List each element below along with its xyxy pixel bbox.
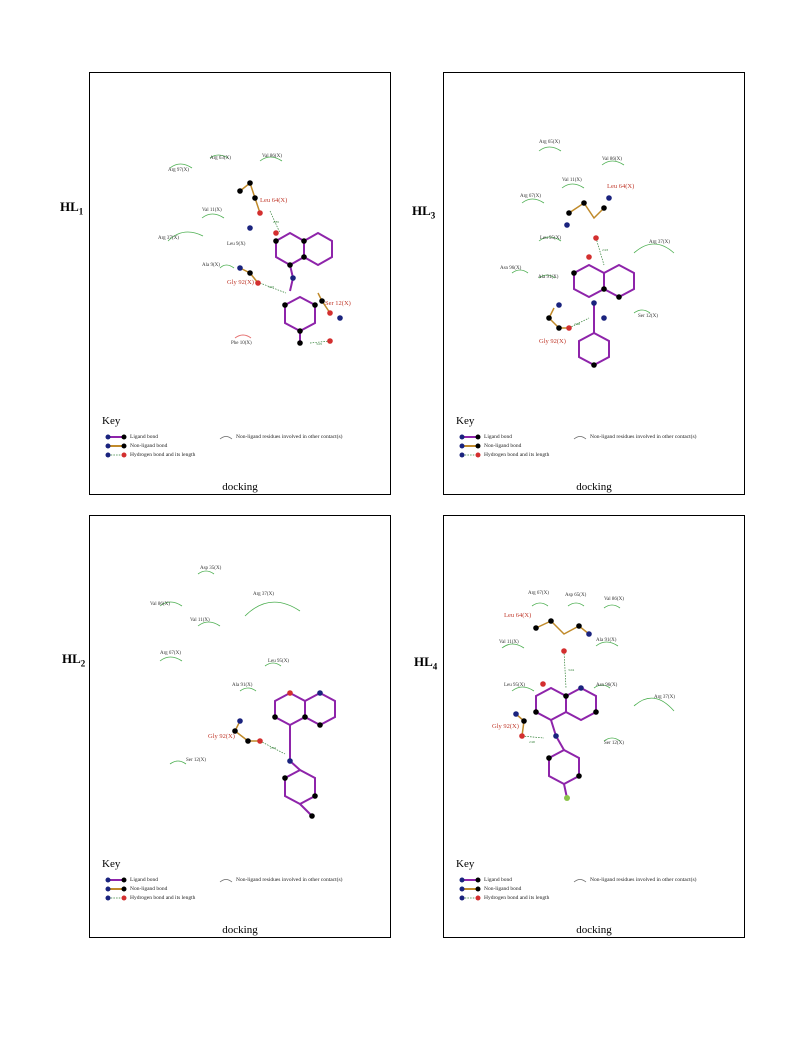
residue-label: Ala 91(X) <box>596 638 617 643</box>
residue-label: Ala 91(X) <box>232 683 253 688</box>
key-ligand-bond: Ligand bond <box>484 434 512 440</box>
interaction-diagram-hl3: Arg 65(X) Val 86(X) Val 11(X) Arg 67(X) … <box>500 140 675 368</box>
hbond-length: 2.92 <box>270 746 276 750</box>
residue-label-hbond: Gly 92(X) <box>227 279 254 286</box>
residue-label: Phe 10(X) <box>231 341 252 346</box>
key-hydrophobic: Non-ligand residues involved in other co… <box>236 877 343 883</box>
panel-footer: docking <box>576 481 612 493</box>
residue-label: Val 86(X) <box>262 154 282 159</box>
residue-label: Ala 9(X) <box>202 263 220 268</box>
residue-label: Ser 12(X) <box>604 741 624 746</box>
residue-label-hbond: Leu 64(X) <box>260 197 287 204</box>
residue-label: Arg 37(X) <box>649 240 670 245</box>
hbond-length: 3.04 <box>568 668 574 672</box>
residue-label-hbond: Gly 92(X) <box>492 723 519 730</box>
interaction-diagram-hl4: Arg 67(X) Asp 65(X) Val 86(X) Val 11(X) … <box>492 591 675 801</box>
key-nonligand-bond: Non-ligand bond <box>130 443 168 449</box>
hbond-length: 2.90 <box>529 740 535 744</box>
residue-label-hbond: Ser 12(X) <box>325 300 351 307</box>
residue-label: Val 11(X) <box>562 178 582 183</box>
residue-label: Arg 67(X) <box>160 651 181 656</box>
residue-label: Leu 95(X) <box>540 236 561 241</box>
key-legend-hl3 <box>459 434 587 458</box>
key-title: Key <box>456 858 475 870</box>
label-hl2: HL2 <box>62 651 86 669</box>
key-hydrophobic: Non-ligand residues involved in other co… <box>236 434 343 440</box>
residue-label: Ser 12(X) <box>186 758 206 763</box>
residue-label: Arg 67(X) <box>528 591 549 596</box>
key-nonligand-bond: Non-ligand bond <box>484 886 522 892</box>
residue-label: Asp 65(X) <box>565 593 587 598</box>
residue-label: Ala 91(X) <box>538 275 559 280</box>
hbond-length: 2.85 <box>273 220 279 224</box>
residue-label: Arg 65(X) <box>539 140 560 145</box>
docking-panel-hl3: Arg 65(X) Val 86(X) Val 11(X) Arg 67(X) … <box>443 72 745 495</box>
hbond-length: 2.93 <box>602 248 608 252</box>
residue-label: Val 11(X) <box>190 618 210 623</box>
residue-label: Leu 95(X) <box>268 659 289 664</box>
key-hbond: Hydrogen bond and its length <box>130 452 196 458</box>
residue-label: Arg 37(X) <box>253 592 274 597</box>
label-hl1: HL1 <box>60 199 84 217</box>
key-legend-hl1 <box>105 434 233 458</box>
residue-label-hbond: Leu 64(X) <box>607 183 634 190</box>
key-hbond: Hydrogen bond and its length <box>130 895 196 901</box>
key-hbond: Hydrogen bond and its length <box>484 895 550 901</box>
docking-panel-hl4: Arg 67(X) Asp 65(X) Val 86(X) Val 11(X) … <box>443 515 745 938</box>
residue-label-hbond: Leu 64(X) <box>504 612 531 619</box>
docking-panel-hl2: Asp 35(X) Val 86(X) Arg 37(X) Val 11(X) … <box>89 515 391 938</box>
residue-label: Val 86(X) <box>150 602 170 607</box>
residue-label: Val 11(X) <box>499 640 519 645</box>
key-hydrophobic: Non-ligand residues involved in other co… <box>590 877 697 883</box>
key-nonligand-bond: Non-ligand bond <box>130 886 168 892</box>
hbond-length: 3.05 <box>316 342 322 346</box>
residue-label: Val 86(X) <box>604 597 624 602</box>
key-title: Key <box>102 415 121 427</box>
panel-footer: docking <box>222 481 258 493</box>
residue-label: Asp 35(X) <box>200 566 222 571</box>
residue-label: Val 86(X) <box>602 157 622 162</box>
key-legend-hl2 <box>105 877 233 901</box>
residue-label: Arg 67(X) <box>520 194 541 199</box>
key-nonligand-bond: Non-ligand bond <box>484 443 522 449</box>
label-hl4: HL4 <box>414 654 438 672</box>
residue-label: Arg 97(X) <box>168 168 189 173</box>
key-title: Key <box>102 858 121 870</box>
residue-label: Leu 9(X) <box>227 242 246 247</box>
residue-label: Arg 37(X) <box>654 695 675 700</box>
docking-panel-hl1: Arg 97(X) Arg 63(X) Val 86(X) Val 11(X) … <box>89 72 391 495</box>
residue-label: Asn 96(X) <box>500 266 522 271</box>
key-ligand-bond: Ligand bond <box>130 877 158 883</box>
key-title: Key <box>456 415 475 427</box>
key-legend-hl4 <box>459 877 587 901</box>
key-ligand-bond: Ligand bond <box>130 434 158 440</box>
interaction-diagram-hl2: Asp 35(X) Val 86(X) Arg 37(X) Val 11(X) … <box>150 566 336 819</box>
residue-label: Arg 63(X) <box>210 156 231 161</box>
label-hl3: HL3 <box>412 203 436 221</box>
interaction-diagram-hl1: Arg 97(X) Arg 63(X) Val 86(X) Val 11(X) … <box>158 154 351 346</box>
hbond-length: 3.07 <box>268 285 274 289</box>
key-hbond: Hydrogen bond and its length <box>484 452 550 458</box>
hbond-length: 2.96 <box>574 322 580 326</box>
panel-footer: docking <box>222 924 258 936</box>
residue-label: Ser 12(X) <box>638 314 658 319</box>
residue-label-hbond: Gly 92(X) <box>539 338 566 345</box>
residue-label: Val 11(X) <box>202 208 222 213</box>
residue-label: Asn 96(X) <box>596 683 618 688</box>
key-ligand-bond: Ligand bond <box>484 877 512 883</box>
panel-footer: docking <box>576 924 612 936</box>
residue-label-hbond: Gly 92(X) <box>208 733 235 740</box>
residue-label: Arg 37(X) <box>158 236 179 241</box>
key-hydrophobic: Non-ligand residues involved in other co… <box>590 434 697 440</box>
residue-label: Leu 95(X) <box>504 683 525 688</box>
